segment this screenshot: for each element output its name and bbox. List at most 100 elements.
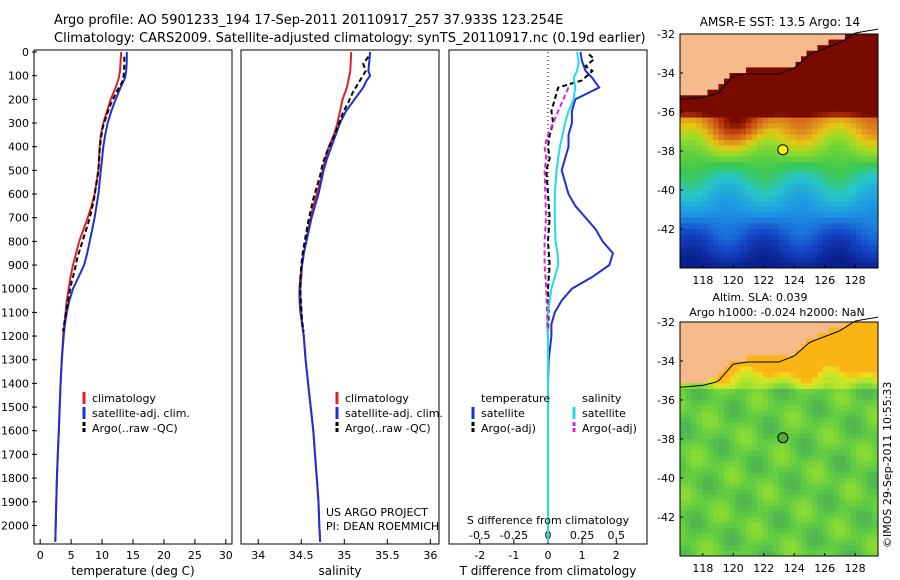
map-cell bbox=[713, 472, 720, 479]
map-cell bbox=[867, 184, 874, 191]
map-cell bbox=[812, 377, 819, 384]
map-cell bbox=[724, 333, 731, 340]
map-cell bbox=[861, 478, 868, 485]
map-cell bbox=[823, 190, 830, 197]
map-cell bbox=[795, 251, 802, 258]
map-cell bbox=[773, 450, 780, 457]
map-cell bbox=[867, 528, 874, 535]
map-cell bbox=[751, 206, 758, 213]
map-cell bbox=[823, 134, 830, 141]
map-cell bbox=[784, 162, 791, 169]
map-cell bbox=[790, 517, 797, 524]
map-cell bbox=[724, 100, 731, 108]
map-cell bbox=[861, 45, 868, 52]
map-cell bbox=[702, 327, 709, 334]
map-cell bbox=[779, 212, 786, 219]
map-cell bbox=[718, 240, 725, 247]
map-cell bbox=[845, 151, 852, 158]
map-cell bbox=[801, 67, 808, 74]
map-cell bbox=[817, 78, 824, 85]
map-cell bbox=[773, 322, 780, 329]
map-cell bbox=[806, 217, 813, 225]
map-cell bbox=[812, 355, 819, 362]
map-cell bbox=[795, 500, 802, 507]
map-cell bbox=[724, 394, 731, 401]
pi-annotation: PI: DEAN ROEMMICH bbox=[326, 520, 439, 533]
map-cell bbox=[839, 500, 846, 507]
map-cell bbox=[795, 100, 802, 108]
map-cell bbox=[856, 333, 863, 340]
map-cell bbox=[718, 472, 725, 479]
map-cell bbox=[724, 416, 731, 423]
map-cell bbox=[817, 195, 824, 202]
map-cell bbox=[718, 251, 725, 258]
map-cell bbox=[757, 178, 764, 186]
map-cell bbox=[812, 67, 819, 74]
map-cell bbox=[685, 190, 692, 197]
map-cell bbox=[795, 240, 802, 247]
map-cell bbox=[872, 67, 878, 74]
map-cell bbox=[801, 372, 808, 379]
map-x-tick-label: 122 bbox=[753, 274, 774, 287]
map-cell bbox=[751, 400, 758, 407]
map-cell bbox=[768, 223, 775, 230]
map-cell bbox=[779, 78, 786, 85]
map-cell bbox=[746, 349, 753, 357]
map-cell bbox=[685, 338, 692, 345]
map-cell bbox=[685, 400, 692, 407]
map-cell bbox=[801, 156, 808, 163]
map-cell bbox=[757, 195, 764, 202]
map-cell bbox=[762, 333, 769, 340]
map-cell bbox=[696, 333, 703, 340]
map-cell bbox=[740, 139, 747, 147]
map-cell bbox=[757, 212, 764, 219]
map-cell bbox=[867, 162, 874, 169]
map-cell bbox=[718, 212, 725, 219]
map-cell bbox=[680, 178, 687, 186]
map-cell bbox=[872, 500, 878, 507]
map-cell bbox=[702, 128, 709, 135]
map-cell bbox=[812, 195, 819, 202]
map-cell bbox=[823, 466, 830, 474]
map-cell bbox=[746, 550, 753, 556]
map-cell bbox=[740, 45, 747, 52]
map-cell bbox=[850, 372, 857, 379]
map-cell bbox=[867, 511, 874, 518]
map-cell bbox=[696, 505, 703, 513]
map-cell bbox=[751, 245, 758, 252]
map-cell bbox=[696, 338, 703, 345]
map-cell bbox=[757, 134, 764, 141]
map-cell bbox=[790, 372, 797, 379]
map-cell bbox=[823, 383, 830, 390]
map-cell bbox=[823, 184, 830, 191]
map-cell bbox=[828, 50, 835, 57]
map-cell bbox=[779, 361, 786, 368]
map-cell bbox=[795, 511, 802, 518]
map-cell bbox=[746, 117, 753, 124]
map-cell bbox=[856, 206, 863, 213]
map-cell bbox=[784, 461, 791, 468]
map-cell bbox=[757, 444, 764, 451]
map-cell bbox=[718, 134, 725, 141]
map-cell bbox=[762, 544, 769, 552]
map-cell bbox=[740, 388, 747, 396]
map-cell bbox=[757, 89, 764, 96]
map-cell bbox=[779, 388, 786, 396]
map-cell bbox=[680, 455, 687, 462]
map-cell bbox=[828, 338, 835, 345]
map-x-tick-label: 118 bbox=[692, 562, 713, 575]
map-cell bbox=[773, 349, 780, 357]
map-cell bbox=[801, 34, 808, 41]
map-cell bbox=[751, 162, 758, 169]
map-cell bbox=[834, 256, 841, 264]
map-cell bbox=[757, 416, 764, 423]
map-cell bbox=[779, 67, 786, 74]
map-cell bbox=[762, 361, 769, 368]
imos-timestamp: ©IMOS 29-Sep-2011 10:55:33 bbox=[881, 382, 894, 548]
map-cell bbox=[861, 444, 868, 451]
map-cell bbox=[823, 355, 830, 362]
map-cell bbox=[790, 206, 797, 213]
map-cell bbox=[845, 388, 852, 396]
map-cell bbox=[817, 366, 824, 373]
map-cell bbox=[707, 156, 714, 163]
